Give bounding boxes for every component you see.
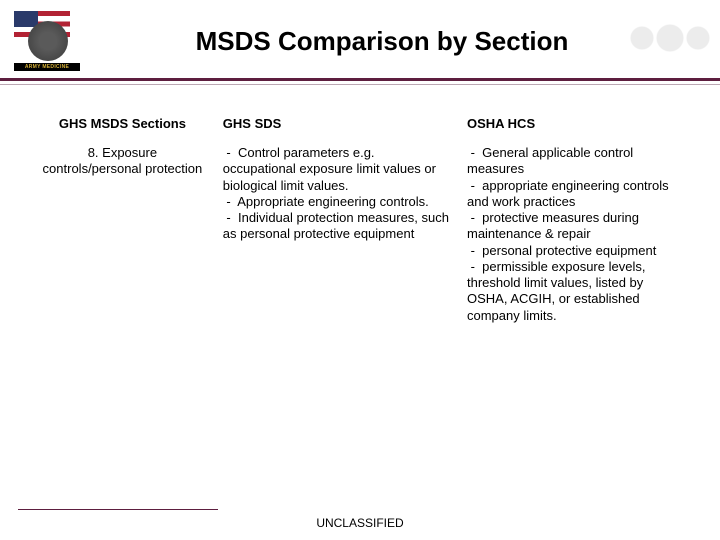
header-rule-thick xyxy=(0,78,720,81)
ghs-bullets: - Control parameters e.g. occupational e… xyxy=(223,145,451,243)
table-row: 8. Exposure controls/personal protection… xyxy=(30,141,690,328)
column-header-osha: OSHA HCS xyxy=(459,110,690,141)
logo-label: ARMY MEDICINE xyxy=(14,63,80,71)
footer-rule xyxy=(18,509,218,510)
section-name-cell: 8. Exposure controls/personal protection xyxy=(30,141,215,328)
ghs-cell: - Control parameters e.g. occupational e… xyxy=(215,141,459,328)
osha-bullets: - General applicable control measures - … xyxy=(467,145,682,324)
column-header-ghs: GHS SDS xyxy=(215,110,459,141)
content-area: GHS MSDS Sections GHS SDS OSHA HCS 8. Ex… xyxy=(0,110,720,328)
globe-watermark-icon xyxy=(622,12,712,64)
army-medicine-logo: ARMY MEDICINE xyxy=(14,11,84,71)
header-rule-thin xyxy=(0,84,720,85)
emblem-icon xyxy=(28,21,68,61)
column-header-sections: GHS MSDS Sections xyxy=(30,110,215,141)
table-header-row: GHS MSDS Sections GHS SDS OSHA HCS xyxy=(30,110,690,141)
slide-header: ARMY MEDICINE MSDS Comparison by Section xyxy=(0,0,720,82)
comparison-table: GHS MSDS Sections GHS SDS OSHA HCS 8. Ex… xyxy=(30,110,690,328)
osha-cell: - General applicable control measures - … xyxy=(459,141,690,328)
classification-label: UNCLASSIFIED xyxy=(0,516,720,530)
